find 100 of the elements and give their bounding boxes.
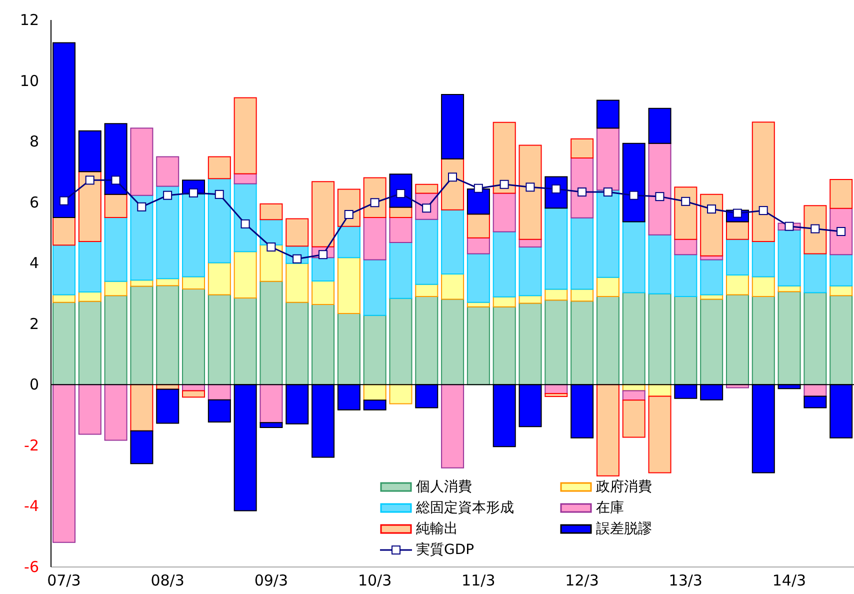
bar — [234, 298, 257, 386]
bar — [804, 292, 827, 386]
y-tick-label: 0 — [29, 376, 39, 394]
bar — [726, 274, 749, 296]
legend-label: 政府消費 — [596, 478, 652, 496]
bar — [622, 400, 646, 438]
bar — [441, 384, 464, 468]
y-tick-label: 12 — [20, 11, 39, 29]
bar — [441, 94, 464, 160]
point — [474, 184, 483, 193]
bar — [466, 237, 490, 254]
bar — [363, 259, 386, 316]
bar — [312, 181, 335, 248]
bar — [570, 217, 594, 290]
bar — [674, 254, 698, 298]
point — [59, 196, 68, 206]
bar — [286, 302, 309, 386]
bar — [570, 300, 594, 386]
point — [370, 198, 380, 208]
bar — [570, 157, 594, 218]
bar — [208, 384, 231, 400]
bar — [363, 314, 386, 386]
bar — [544, 300, 568, 386]
bar — [544, 208, 568, 290]
bar — [208, 178, 231, 264]
bar — [182, 288, 206, 386]
point — [85, 176, 94, 185]
bar — [234, 251, 257, 299]
point — [810, 224, 820, 234]
y-tick-label: 8 — [29, 132, 39, 151]
y-tick-label: -4 — [24, 497, 39, 516]
bar — [830, 179, 853, 209]
bar — [804, 396, 827, 408]
bar — [466, 214, 490, 238]
bar — [752, 122, 775, 242]
point — [526, 182, 535, 192]
bar — [312, 304, 335, 386]
bar — [182, 276, 206, 290]
bar — [674, 296, 698, 386]
bar — [389, 384, 412, 404]
point — [681, 196, 690, 206]
bar — [130, 128, 154, 196]
bar — [518, 246, 542, 296]
bar — [52, 217, 76, 246]
x-tick-label: 09/3 — [254, 572, 288, 590]
bar — [156, 156, 180, 187]
bar — [596, 190, 620, 278]
bar — [130, 194, 154, 281]
point — [758, 206, 768, 216]
bar — [518, 144, 542, 240]
y-tick-label: 2 — [29, 314, 39, 333]
bar — [130, 384, 154, 432]
bar — [596, 296, 620, 386]
point — [137, 202, 146, 212]
bar — [363, 400, 386, 410]
bar — [622, 221, 646, 294]
bar — [648, 234, 672, 294]
point — [500, 180, 509, 189]
bar — [415, 284, 438, 298]
bar — [286, 218, 309, 247]
x-tick-label: 12/3 — [565, 572, 599, 590]
bar — [78, 171, 102, 242]
point — [707, 204, 716, 214]
bar — [804, 253, 827, 294]
point — [836, 227, 846, 236]
bar — [260, 384, 283, 424]
bar — [622, 292, 646, 386]
bar — [415, 296, 438, 386]
bar — [648, 396, 672, 474]
x-tick-label: 10/3 — [358, 572, 392, 590]
bar — [78, 384, 102, 435]
bar — [156, 388, 180, 424]
bar — [700, 194, 724, 256]
bar — [104, 295, 128, 386]
bar — [156, 285, 180, 386]
bar — [830, 254, 853, 286]
bar — [389, 298, 412, 386]
bar — [78, 300, 102, 386]
bar — [104, 384, 128, 441]
bar — [260, 422, 283, 428]
bar — [286, 262, 309, 303]
bar — [208, 294, 231, 386]
point — [629, 190, 638, 200]
bar — [778, 229, 801, 286]
bar — [492, 192, 516, 232]
bar — [674, 186, 698, 240]
bar — [570, 138, 594, 158]
bar — [52, 244, 76, 296]
bar — [52, 294, 76, 303]
legend-label: 純輸出 — [416, 520, 458, 538]
y-tick-label: 10 — [20, 72, 39, 90]
bar — [492, 296, 516, 308]
bar — [466, 306, 490, 386]
bar — [622, 390, 646, 401]
bar — [700, 298, 724, 386]
bar — [337, 313, 360, 386]
bar — [648, 142, 672, 236]
bar — [622, 142, 646, 222]
bar — [104, 280, 128, 296]
point — [655, 192, 664, 202]
